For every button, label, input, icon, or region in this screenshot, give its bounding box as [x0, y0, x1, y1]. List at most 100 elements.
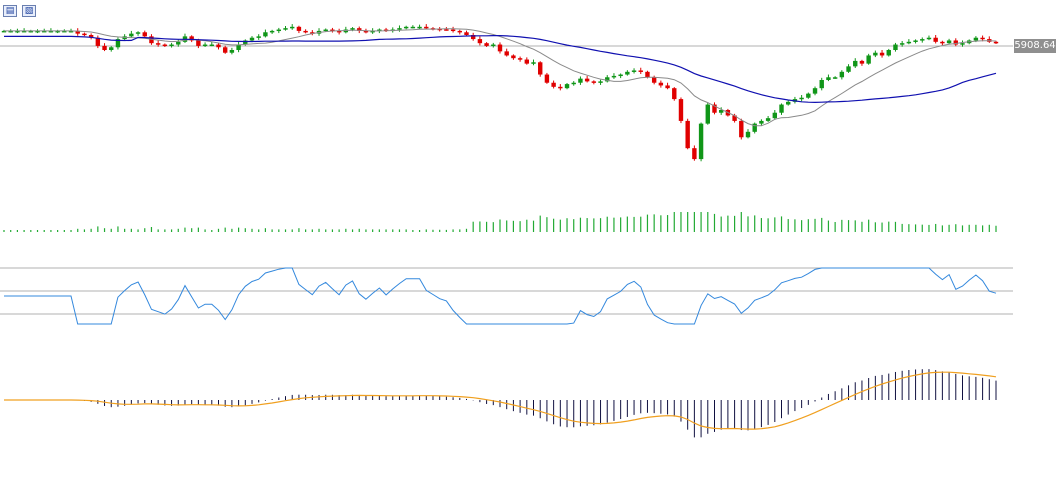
candle-body	[350, 28, 355, 30]
candle-body	[598, 81, 603, 83]
candle-body	[812, 88, 818, 94]
candle-body	[209, 44, 214, 47]
candle-body	[15, 30, 20, 33]
candle-body	[296, 26, 302, 31]
candle-body	[980, 37, 985, 40]
candle-body	[631, 70, 637, 72]
candle-body	[846, 66, 851, 72]
candle-body	[377, 29, 382, 32]
candle-body	[75, 30, 80, 34]
candle-body	[739, 120, 744, 138]
candle-body	[832, 77, 838, 79]
candle-body	[142, 32, 147, 37]
candle-body	[826, 77, 831, 80]
candle-body	[28, 30, 34, 33]
candle-body	[497, 44, 503, 52]
candle-body	[370, 30, 375, 33]
candle-body	[564, 84, 570, 89]
candle-body	[819, 80, 824, 89]
candle-body	[786, 101, 791, 105]
candle-body	[698, 123, 704, 160]
bars-chart-icon[interactable]: ▤	[3, 5, 17, 17]
candle-body	[645, 71, 650, 78]
candle-body	[558, 86, 563, 89]
ma-fast-line	[4, 28, 997, 127]
candle-body	[155, 43, 161, 45]
candle-body	[752, 123, 757, 132]
candle-body	[48, 30, 54, 33]
candle-body	[705, 104, 710, 124]
candle-body	[692, 148, 697, 160]
candle-body	[229, 50, 235, 53]
ma-slow-line	[4, 34, 997, 104]
candle-body	[732, 115, 737, 121]
candle-body	[222, 47, 228, 53]
rsi-line	[4, 267, 997, 325]
candle-body	[269, 30, 275, 33]
candle-body	[886, 50, 891, 56]
candle-body	[176, 41, 181, 45]
candle-body	[310, 32, 315, 34]
candle-body	[216, 44, 221, 48]
candle-body	[658, 82, 664, 86]
candle-body	[256, 36, 261, 38]
candle-body	[417, 26, 422, 29]
candle-body	[162, 44, 168, 47]
candle-body	[403, 26, 409, 29]
candle-body	[960, 43, 965, 45]
candle-body	[946, 40, 952, 44]
candle-body	[243, 40, 248, 45]
candle-body	[68, 30, 74, 33]
candle-body	[511, 55, 516, 59]
candle-body	[993, 41, 999, 44]
candle-body	[21, 30, 27, 33]
candle-body	[517, 58, 523, 60]
candle-body	[779, 104, 784, 113]
candle-body	[611, 75, 617, 78]
candle-body	[383, 29, 389, 32]
candle-body	[531, 62, 536, 64]
candle-body	[1, 30, 7, 33]
candle-body	[678, 99, 684, 121]
candle-body	[202, 44, 208, 47]
candle-body	[953, 40, 958, 45]
candle-body	[665, 85, 670, 89]
candle-body	[866, 55, 871, 64]
candle-body	[591, 81, 597, 83]
candle-body	[62, 30, 67, 33]
candle-body	[618, 74, 623, 77]
candle-body	[538, 62, 543, 75]
candle-body	[102, 45, 107, 50]
candle-body	[926, 37, 932, 40]
candle-body	[524, 59, 530, 64]
candle-body	[109, 47, 114, 50]
candle-body	[899, 43, 905, 45]
candle-body	[55, 30, 60, 33]
candle-body	[551, 82, 556, 87]
candle-body	[336, 30, 342, 33]
candle-body	[276, 29, 282, 32]
candle-body	[772, 112, 778, 119]
candle-chart-icon[interactable]: ▧	[22, 5, 36, 17]
candle-body	[906, 41, 912, 44]
candle-body	[859, 60, 865, 64]
candle-body	[189, 36, 194, 41]
candle-body	[759, 120, 764, 124]
candle-body	[95, 37, 101, 46]
candle-body	[913, 40, 918, 42]
candle-body	[879, 52, 885, 56]
candle-body	[839, 71, 845, 78]
candle-body	[169, 44, 174, 47]
candle-body	[873, 52, 878, 56]
candle-body	[464, 32, 469, 35]
candle-body	[236, 44, 241, 50]
candle-body	[745, 131, 751, 138]
candle-body	[625, 71, 630, 75]
candle-body	[484, 43, 489, 46]
candle-body	[718, 110, 724, 113]
candle-body	[470, 35, 476, 40]
candle-body	[973, 37, 979, 41]
candle-body	[290, 26, 295, 29]
